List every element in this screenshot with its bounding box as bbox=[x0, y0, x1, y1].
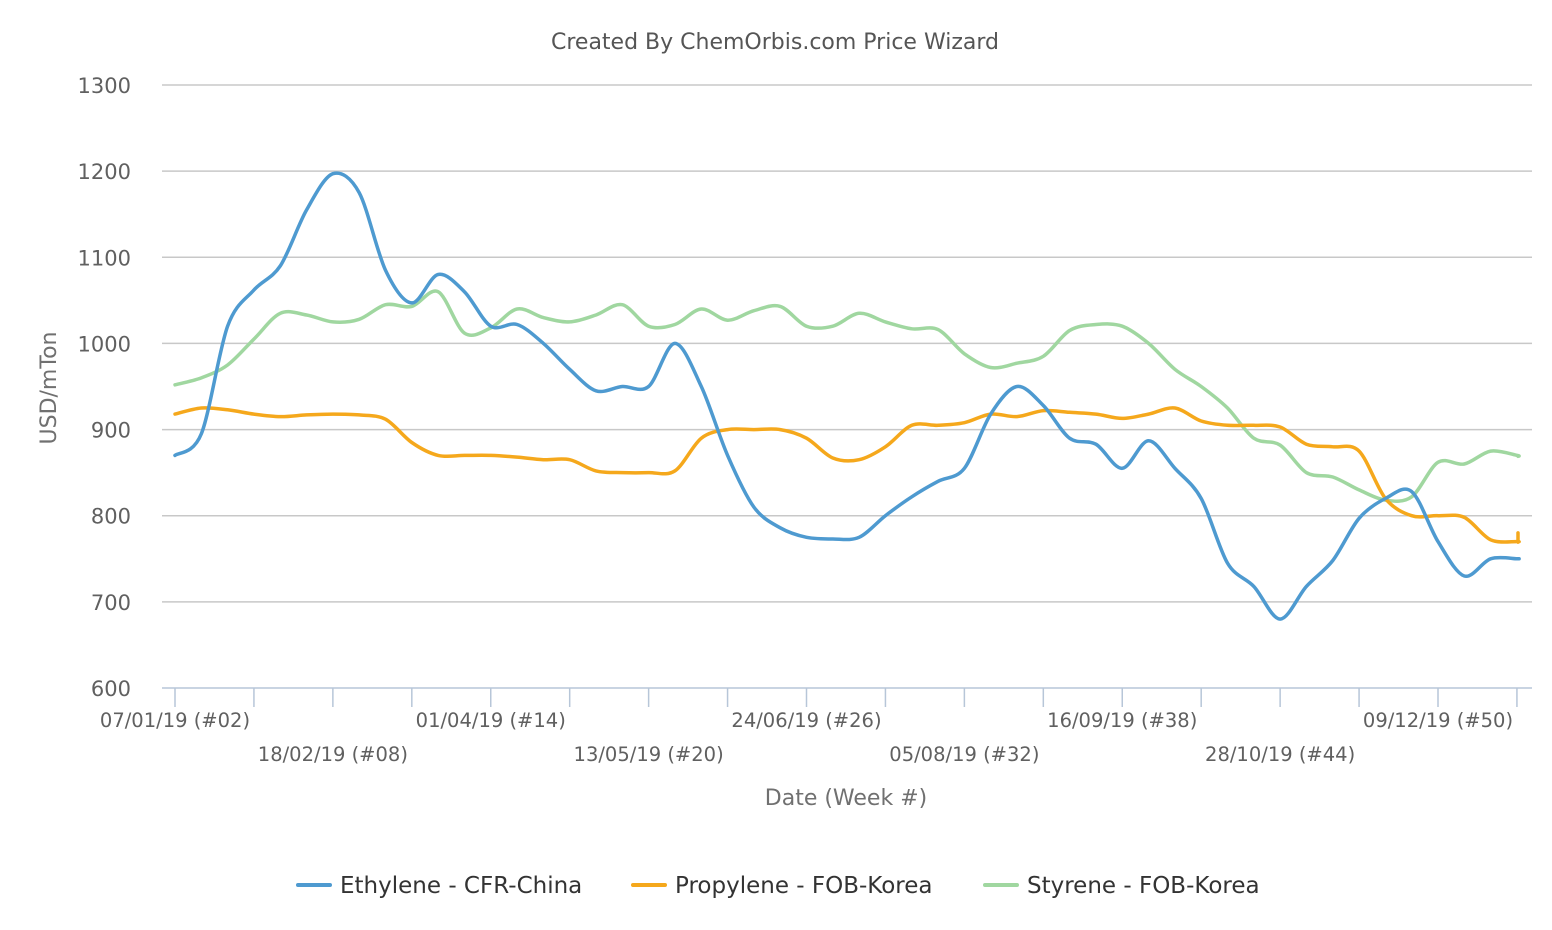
legend-item[interactable]: Styrene - FOB-Korea bbox=[983, 873, 1260, 899]
x-tick-label: 24/06/19 (#26) bbox=[731, 709, 881, 732]
y-axis-ticks: 600 700 800 900 1000 1100 1200 1300 bbox=[78, 74, 131, 701]
x-axis-title: Date (Week #) bbox=[765, 786, 927, 811]
legend-label: Propylene - FOB-Korea bbox=[675, 873, 933, 899]
y-tick-label: 1000 bbox=[78, 332, 131, 356]
y-tick-label: 1200 bbox=[78, 160, 131, 184]
legend-label: Styrene - FOB-Korea bbox=[1027, 873, 1260, 899]
chart-title: Created By ChemOrbis.com Price Wizard bbox=[551, 30, 999, 55]
x-tick-label: 13/05/19 (#20) bbox=[574, 743, 724, 766]
x-tick-label: 07/01/19 (#02) bbox=[100, 709, 250, 732]
x-tick-label: 28/10/19 (#44) bbox=[1205, 743, 1355, 766]
y-axis-title: USD/mTon bbox=[37, 332, 62, 445]
y-tick-label: 1300 bbox=[78, 74, 131, 98]
x-tick-label: 09/12/19 (#50) bbox=[1363, 709, 1513, 732]
y-tick-label: 600 bbox=[91, 677, 131, 701]
legend: Ethylene - CFR-China Propylene - FOB-Kore… bbox=[296, 873, 1260, 899]
y-tick-label: 700 bbox=[91, 591, 131, 615]
series-lines bbox=[173, 171, 1521, 621]
y-tick-label: 1100 bbox=[78, 246, 131, 270]
x-tick-label: 01/04/19 (#14) bbox=[416, 709, 566, 732]
x-tick-label: 18/02/19 (#08) bbox=[258, 743, 408, 766]
x-tick-label: 16/09/19 (#38) bbox=[1047, 709, 1197, 732]
legend-item[interactable]: Ethylene - CFR-China bbox=[296, 873, 582, 899]
x-axis: 07/01/19 (#02) 18/02/19 (#08) 01/04/19 (#1… bbox=[100, 687, 1532, 766]
legend-label: Ethylene - CFR-China bbox=[340, 873, 582, 899]
series-line-ethylene-cfr-china bbox=[173, 171, 1521, 621]
legend-item[interactable]: Propylene - FOB-Korea bbox=[631, 873, 933, 899]
y-tick-label: 900 bbox=[91, 419, 131, 443]
gridlines bbox=[162, 84, 1532, 603]
x-tick-label: 05/08/19 (#32) bbox=[889, 743, 1039, 766]
series-line-propylene-fob-korea bbox=[173, 406, 1521, 544]
series-line-styrene-fob-korea bbox=[173, 289, 1521, 503]
y-tick-label: 800 bbox=[91, 505, 131, 529]
